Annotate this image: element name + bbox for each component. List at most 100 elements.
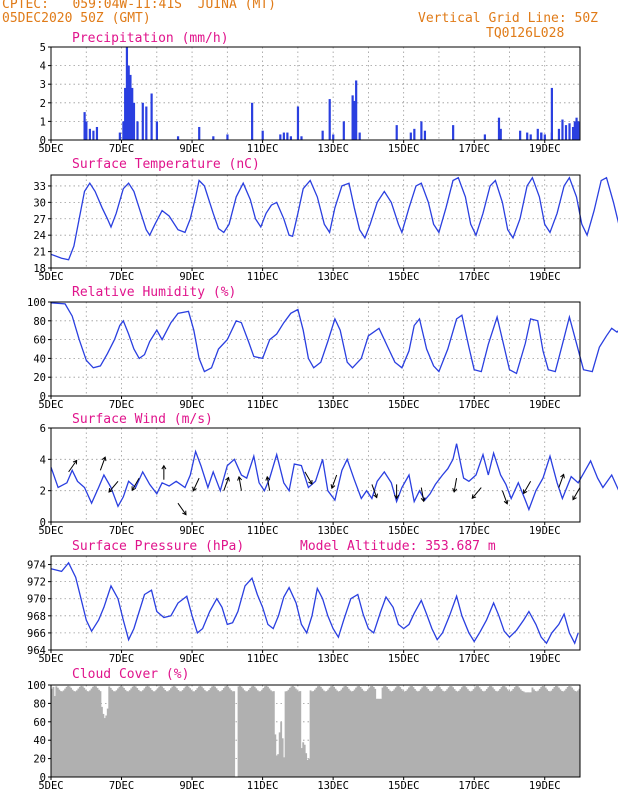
header-model: TQ0126L028 bbox=[486, 26, 565, 41]
precip-bar bbox=[125, 47, 129, 140]
y-tick-label: 2 bbox=[40, 486, 46, 498]
y-tick-label: 80 bbox=[33, 316, 46, 328]
y-tick-label: 0 bbox=[40, 391, 46, 403]
x-tick-label: 7DEC bbox=[109, 399, 134, 411]
precip-bar bbox=[571, 126, 575, 140]
panel-0: 0 1 2 3 4 5 5DEC 7DEC 9DEC 11DEC 13DEC 15DEC 17DEC 19… bbox=[38, 31, 581, 155]
series-line bbox=[50, 302, 618, 375]
y-tick-label: 60 bbox=[33, 335, 46, 347]
y-tick-label: 40 bbox=[33, 735, 46, 747]
y-tick-label: 40 bbox=[33, 353, 46, 365]
panel-4: 964 966 968 970 972 974 5DEC 7DEC 9DEC 11DEC 13DEC… bbox=[27, 539, 581, 665]
y-tick-label: 964 bbox=[27, 645, 46, 657]
series-line bbox=[50, 443, 618, 512]
wind-arrow bbox=[177, 502, 187, 516]
x-tick-label: 15DEC bbox=[388, 780, 420, 792]
x-tick-label: 5DEC bbox=[38, 143, 63, 155]
precip-bar bbox=[300, 136, 303, 140]
y-tick-label: 33 bbox=[33, 181, 46, 193]
wind-arrow bbox=[237, 475, 243, 491]
precip-bar bbox=[420, 121, 423, 140]
x-tick-label: 17DEC bbox=[458, 780, 490, 792]
header-station: CPTEC: 059:04W-11:41S JUINA (MT) bbox=[2, 0, 276, 12]
wind-arrow bbox=[558, 473, 565, 488]
wind-arrow bbox=[161, 464, 167, 480]
wind-arrow bbox=[452, 478, 458, 493]
precip-bar bbox=[131, 87, 134, 140]
x-tick-label: 17DEC bbox=[458, 271, 490, 283]
y-tick-label: 1 bbox=[40, 116, 46, 128]
wind-arrow bbox=[394, 484, 400, 500]
precip-bar bbox=[328, 99, 331, 140]
precip-bar bbox=[353, 100, 356, 140]
y-tick-label: 3 bbox=[40, 79, 46, 91]
wind-arrow bbox=[108, 480, 119, 493]
plot-frame bbox=[50, 555, 581, 651]
precip-bar bbox=[423, 130, 427, 140]
y-tick-label: 968 bbox=[27, 611, 46, 623]
x-tick-label: 5DEC bbox=[38, 271, 63, 283]
precip-bar bbox=[92, 130, 95, 140]
precip-bar bbox=[543, 134, 546, 140]
precip-bar bbox=[564, 125, 568, 140]
x-tick-label: 7DEC bbox=[109, 143, 134, 155]
precip-bar bbox=[351, 95, 354, 140]
precip-bar bbox=[497, 117, 501, 140]
precip-bar bbox=[499, 128, 502, 140]
precip-bar bbox=[550, 87, 553, 140]
panel-3: 0 2 4 6 5DEC 7DEC 9DEC 11DEC 13DEC 15DEC 17DEC 19DE… bbox=[38, 412, 618, 537]
y-tick-label: 21 bbox=[33, 247, 46, 259]
precip-bar bbox=[519, 130, 522, 140]
precip-bar bbox=[452, 125, 455, 140]
wind-arrow bbox=[131, 477, 140, 492]
precip-bar bbox=[289, 136, 293, 140]
x-tick-label: 7DEC bbox=[109, 653, 134, 665]
precip-bar bbox=[561, 119, 564, 140]
panel-2: 0 20 40 60 80 100 5DEC 7DEC 9DEC 11DEC 13DEC 15DEC 1… bbox=[27, 285, 618, 411]
x-tick-label: 13DEC bbox=[317, 525, 349, 537]
panel-title: Surface Temperature (nC) bbox=[72, 157, 260, 172]
x-tick-label: 19DEC bbox=[529, 271, 561, 283]
panel-title: Precipitation (mm/h) bbox=[72, 31, 229, 46]
x-tick-label: 13DEC bbox=[317, 780, 349, 792]
y-tick-label: 4 bbox=[40, 61, 46, 73]
panel-subtitle: Model Altitude: 353.687 m bbox=[300, 539, 496, 554]
plot-frame bbox=[50, 684, 581, 778]
y-tick-label: 972 bbox=[27, 577, 46, 589]
precip-bar bbox=[118, 132, 121, 140]
precip-bar bbox=[95, 126, 99, 140]
x-tick-label: 9DEC bbox=[179, 525, 204, 537]
precip-bar bbox=[150, 93, 153, 140]
panel-title: Relative Humidity (%) bbox=[72, 285, 236, 300]
x-tick-label: 13DEC bbox=[317, 271, 349, 283]
x-tick-label: 13DEC bbox=[317, 399, 349, 411]
precip-bar bbox=[286, 132, 289, 140]
x-tick-label: 5DEC bbox=[38, 399, 63, 411]
precip-bar bbox=[212, 136, 215, 140]
y-tick-label: 20 bbox=[33, 372, 46, 384]
x-tick-label: 17DEC bbox=[458, 653, 490, 665]
y-tick-label: 966 bbox=[27, 628, 46, 640]
series-line bbox=[50, 561, 579, 645]
y-tick-label: 27 bbox=[33, 214, 46, 226]
x-tick-label: 19DEC bbox=[529, 399, 561, 411]
x-tick-label: 5DEC bbox=[38, 525, 63, 537]
wind-arrow bbox=[68, 459, 78, 473]
y-tick-label: 0 bbox=[40, 517, 46, 529]
x-tick-label: 7DEC bbox=[109, 780, 134, 792]
plot-frame bbox=[50, 427, 581, 523]
header-date: 05DEC2020 50Z (GMT) bbox=[2, 11, 151, 26]
wind-arrow bbox=[371, 484, 378, 499]
x-tick-label: 15DEC bbox=[388, 143, 420, 155]
header-grid-note: Vertical Grid Line: 50Z bbox=[418, 11, 599, 26]
x-tick-label: 9DEC bbox=[179, 653, 204, 665]
y-tick-label: 24 bbox=[33, 230, 46, 242]
x-tick-label: 15DEC bbox=[388, 271, 420, 283]
y-tick-label: 100 bbox=[27, 680, 46, 692]
x-tick-label: 17DEC bbox=[458, 143, 490, 155]
wind-arrow bbox=[471, 487, 482, 500]
precip-bar bbox=[483, 134, 486, 140]
wind-arrow bbox=[501, 490, 509, 505]
precip-bar bbox=[358, 132, 361, 140]
precip-bar bbox=[409, 132, 412, 140]
